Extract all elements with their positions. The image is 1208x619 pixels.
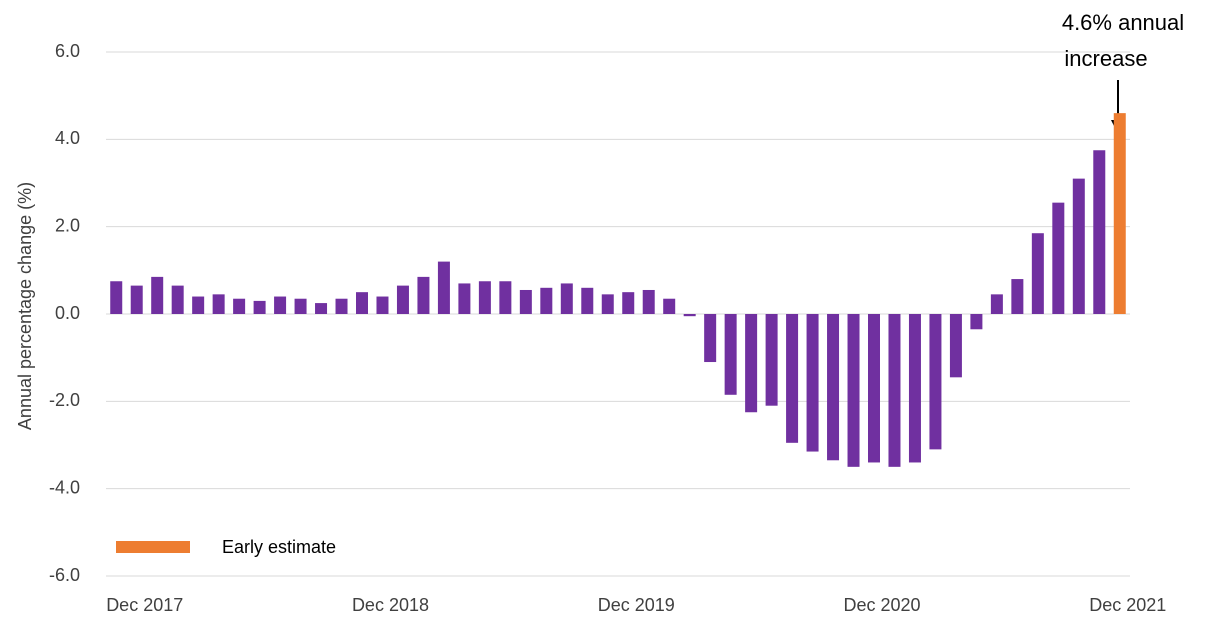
y-tick-label: 2.0: [55, 215, 80, 235]
bar: [622, 292, 635, 314]
bar: [376, 296, 389, 314]
annotation: 4.6% annual: [1062, 10, 1184, 35]
bar: [806, 314, 819, 452]
bar: [1031, 233, 1044, 314]
y-tick-label: -2.0: [49, 390, 80, 410]
bar: [478, 281, 491, 314]
bar: [949, 314, 962, 378]
x-tick-label: Dec 2019: [598, 595, 675, 615]
bar: [110, 281, 123, 314]
x-tick-label: Dec 2021: [1089, 595, 1166, 615]
bar: [663, 298, 676, 314]
y-tick-label: 4.0: [55, 128, 80, 148]
bar: [540, 287, 553, 314]
bar: [827, 314, 840, 461]
bar: [417, 276, 430, 314]
y-tick-label: 0.0: [55, 303, 80, 323]
bar: [560, 283, 573, 314]
bar: [908, 314, 921, 463]
bar: [745, 314, 758, 413]
bar: [868, 314, 880, 463]
bar: [1052, 202, 1065, 314]
y-tick-label: -4.0: [49, 477, 80, 497]
bar: [151, 276, 164, 314]
bar: [724, 314, 737, 395]
legend-swatch: [116, 541, 190, 553]
bar: [294, 298, 307, 314]
bar: [499, 281, 512, 314]
bar: [601, 294, 614, 314]
x-tick-label: Dec 2020: [843, 595, 920, 615]
bar: [765, 314, 778, 406]
x-tick-label: Dec 2018: [352, 595, 429, 615]
bar: [396, 285, 409, 314]
bar: [929, 314, 942, 450]
bar: [171, 285, 184, 314]
bar: [1011, 279, 1024, 314]
bar: [315, 303, 328, 314]
bar: [786, 314, 799, 443]
y-tick-label: -6.0: [49, 565, 80, 585]
legend-label: Early estimate: [222, 537, 336, 557]
y-tick-label: 6.0: [55, 41, 80, 61]
bar: [642, 289, 655, 314]
bar: [1093, 150, 1106, 314]
bar: [437, 261, 450, 314]
bar: [1113, 113, 1126, 314]
bar: [192, 296, 205, 314]
bar: [212, 294, 225, 314]
bar: [233, 298, 246, 314]
bar: [458, 283, 471, 314]
bar: [1072, 178, 1085, 314]
bar: [888, 314, 901, 467]
bar: [519, 289, 532, 314]
bar: [356, 292, 368, 314]
bar: [970, 314, 983, 330]
x-tick-label: Dec 2017: [106, 595, 183, 615]
bar: [990, 294, 1003, 314]
bar: [130, 285, 143, 314]
bar: [253, 300, 266, 314]
bar: [847, 314, 860, 467]
bar: [704, 314, 717, 363]
bar: [581, 287, 594, 314]
bar: [335, 298, 348, 314]
y-axis-label: Annual percentage change (%): [15, 182, 35, 430]
bar: [274, 296, 287, 314]
bar: [683, 314, 696, 317]
annotation: increase: [1064, 46, 1147, 71]
